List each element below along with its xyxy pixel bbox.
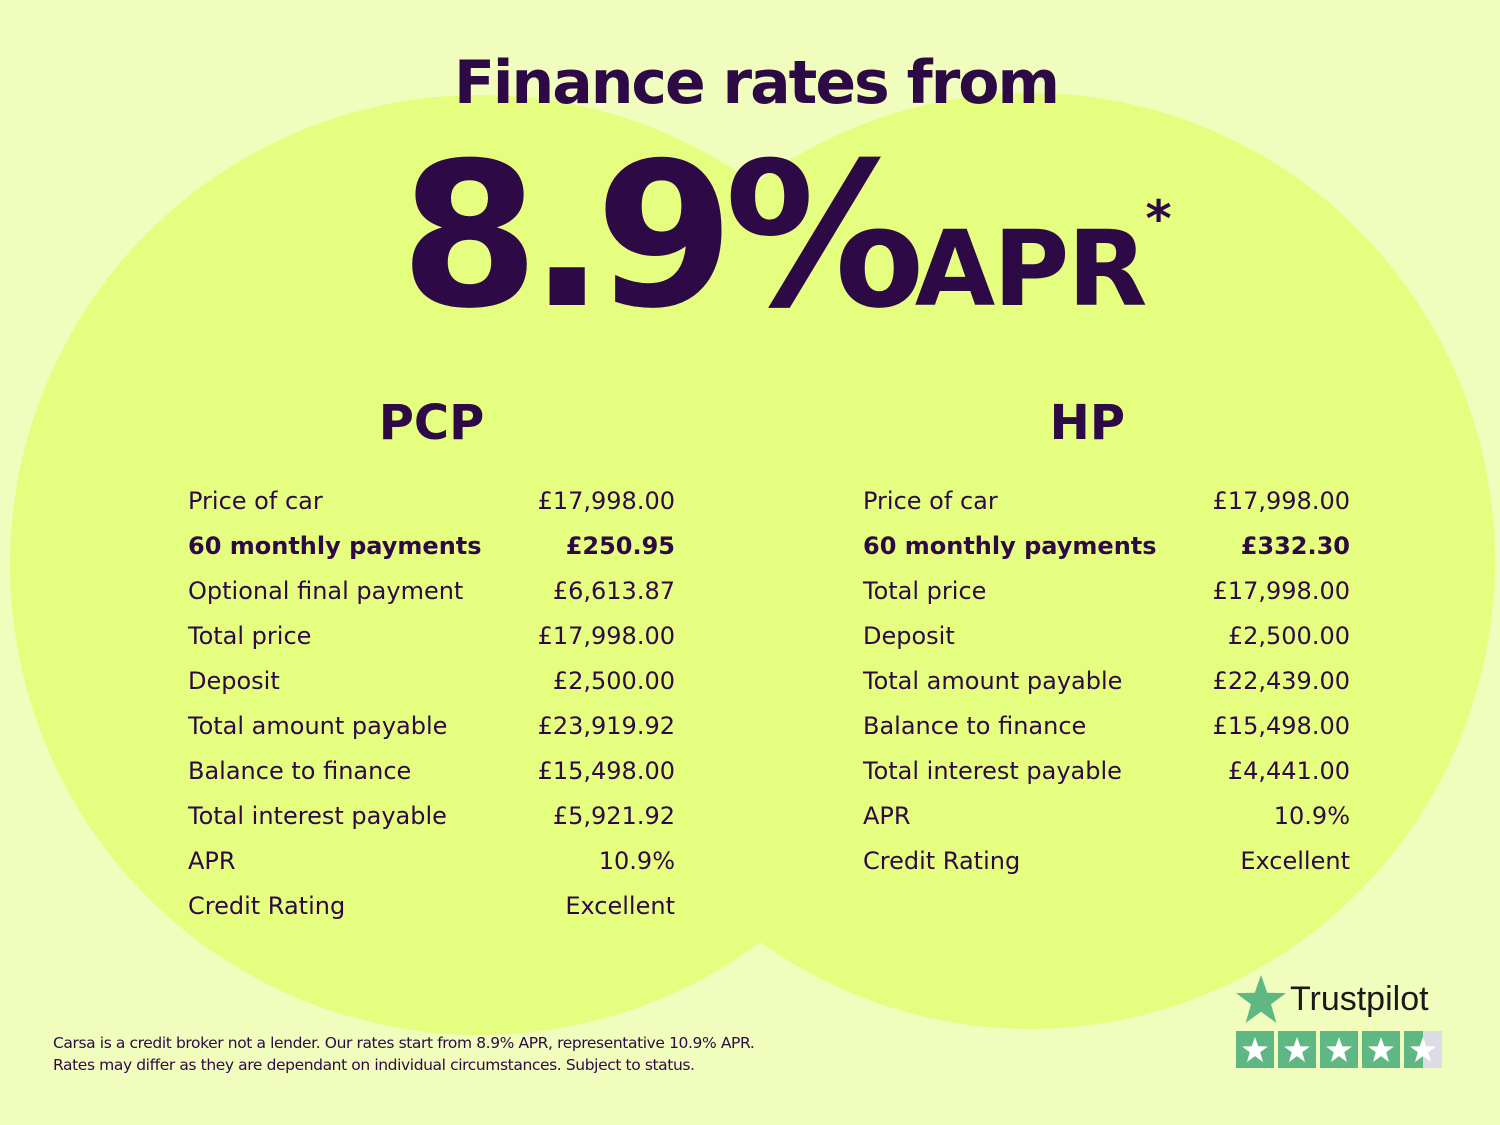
- table-row: Total interest payable £4,441.00: [863, 749, 1350, 794]
- disclaimer-line-2: Rates may differ as they are dependant o…: [53, 1056, 695, 1074]
- row-value: £17,998.00: [537, 487, 675, 515]
- table-row: APR 10.9%: [863, 794, 1350, 839]
- row-label: Balance to finance: [863, 712, 1087, 740]
- table-row: Total amount payable £23,919.92: [188, 704, 675, 749]
- table-row: Deposit £2,500.00: [188, 659, 675, 704]
- row-value: Excellent: [1240, 847, 1350, 875]
- row-label: Deposit: [863, 622, 955, 650]
- table-row: Optional final payment £6,613.87: [188, 569, 675, 614]
- table-row: Total amount payable £22,439.00: [863, 659, 1350, 704]
- pcp-title: PCP: [378, 395, 485, 451]
- row-value: £23,919.92: [537, 712, 675, 740]
- row-label: Total price: [188, 622, 312, 650]
- table-row: APR 10.9%: [188, 839, 675, 884]
- row-value: £6,613.87: [552, 577, 675, 605]
- star-icon: [1236, 975, 1286, 1023]
- row-value: £5,921.92: [552, 802, 675, 830]
- row-value: 10.9%: [598, 847, 675, 875]
- row-label: 60 monthly payments: [188, 532, 482, 560]
- disclaimer-line-1: Carsa is a credit broker not a lender. O…: [53, 1034, 755, 1052]
- row-label: Optional final payment: [188, 577, 464, 605]
- row-label: Total interest payable: [863, 757, 1122, 785]
- table-row: Total price £17,998.00: [863, 569, 1350, 614]
- pcp-table: PCP Price of car £17,998.00 60 monthly pay…: [188, 395, 675, 929]
- background-circle-right: [565, 93, 1495, 1029]
- rating-star-icon: [1362, 1031, 1400, 1068]
- disclaimer: Carsa is a credit broker not a lender. O…: [53, 1032, 755, 1076]
- table-row: 60 monthly payments £250.95: [188, 524, 675, 569]
- rating-star-icon: [1236, 1031, 1274, 1068]
- trustpilot-name: Trustpilot: [1290, 979, 1429, 1018]
- row-value: Excellent: [565, 892, 675, 920]
- row-label: APR: [188, 847, 236, 875]
- asterisk: *: [1145, 190, 1172, 248]
- table-row: Credit Rating Excellent: [863, 839, 1350, 884]
- table-row: 60 monthly payments £332.30: [863, 524, 1350, 569]
- row-label: Total amount payable: [188, 712, 448, 740]
- row-value: £2,500.00: [1227, 622, 1350, 650]
- table-row: Total interest payable £5,921.92: [188, 794, 675, 839]
- row-label: 60 monthly payments: [863, 532, 1157, 560]
- row-label: Total interest payable: [188, 802, 447, 830]
- row-value: £17,998.00: [1212, 487, 1350, 515]
- table-row: Credit Rating Excellent: [188, 884, 675, 929]
- row-label: Balance to finance: [188, 757, 412, 785]
- trustpilot-rating: [1236, 1031, 1442, 1068]
- hp-table: HP Price of car £17,998.00 60 monthly paym…: [863, 395, 1350, 884]
- row-label: Deposit: [188, 667, 280, 695]
- table-row: Deposit £2,500.00: [863, 614, 1350, 659]
- rating-star-icon: [1278, 1031, 1316, 1068]
- row-label: Credit Rating: [863, 847, 1021, 875]
- table-row: Price of car £17,998.00: [863, 479, 1350, 524]
- row-label: Credit Rating: [188, 892, 346, 920]
- row-value: £250.95: [565, 532, 675, 560]
- row-value: 10.9%: [1273, 802, 1350, 830]
- row-value: £17,998.00: [1212, 577, 1350, 605]
- row-label: Total price: [863, 577, 987, 605]
- table-row: Balance to finance £15,498.00: [188, 749, 675, 794]
- rate-value: 8.9%: [400, 120, 925, 353]
- rating-star-icon: [1320, 1031, 1358, 1068]
- table-row: Balance to finance £15,498.00: [863, 704, 1350, 749]
- row-label: Price of car: [863, 487, 998, 515]
- trustpilot-logo: Trustpilot: [1236, 975, 1442, 1023]
- row-label: APR: [863, 802, 911, 830]
- table-row: Price of car £17,998.00: [188, 479, 675, 524]
- row-value: £22,439.00: [1212, 667, 1350, 695]
- rating-star-icon: [1404, 1031, 1442, 1068]
- trustpilot-badge: Trustpilot: [1236, 975, 1442, 1068]
- row-value: £15,498.00: [1212, 712, 1350, 740]
- row-label: Total amount payable: [863, 667, 1123, 695]
- row-value: £4,441.00: [1227, 757, 1350, 785]
- headline-rate: 8.9%APR*: [400, 120, 1172, 353]
- row-value: £332.30: [1240, 532, 1350, 560]
- table-row: Total price £17,998.00: [188, 614, 675, 659]
- rate-unit: APR: [914, 208, 1148, 330]
- row-label: Price of car: [188, 487, 323, 515]
- row-value: £2,500.00: [552, 667, 675, 695]
- row-value: £17,998.00: [537, 622, 675, 650]
- row-value: £15,498.00: [537, 757, 675, 785]
- hp-title: HP: [1049, 395, 1125, 451]
- headline: Finance rates from: [453, 48, 1060, 118]
